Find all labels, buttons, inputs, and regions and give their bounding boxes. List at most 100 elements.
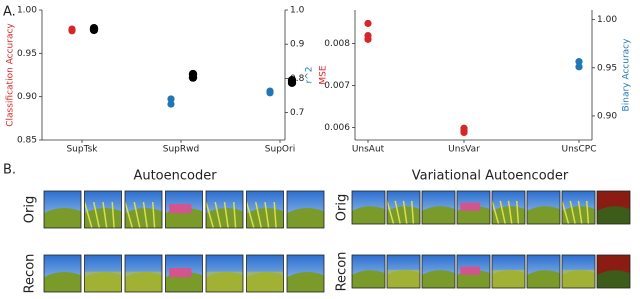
thumbnail-frame bbox=[286, 254, 325, 293]
row-label: Orig bbox=[335, 194, 350, 221]
data-point bbox=[167, 95, 175, 103]
thumbnail bbox=[456, 190, 491, 225]
thumbnail bbox=[596, 190, 631, 225]
thumbnail-texture bbox=[233, 202, 237, 229]
thumbnail-texture bbox=[83, 201, 93, 229]
y-tick-label: 1.00 bbox=[17, 6, 37, 16]
thumbnail-frame bbox=[43, 254, 82, 293]
thumbnail bbox=[491, 254, 526, 289]
thumbnail-texture bbox=[245, 201, 255, 229]
x-tick-label: SupRwd bbox=[163, 145, 199, 155]
thumbnail-frame bbox=[84, 190, 122, 229]
thumbnail-texture bbox=[569, 200, 576, 225]
y2-tick-label: 0.95 bbox=[597, 63, 617, 73]
thumbnail-ground bbox=[422, 206, 455, 224]
thumbnail-frame bbox=[561, 254, 596, 289]
y2-tick-label: 1.0 bbox=[290, 6, 305, 16]
x-tick-label: UnsVar bbox=[448, 145, 480, 155]
thumbnail-frame bbox=[491, 190, 526, 225]
thumbnail-ground bbox=[562, 206, 595, 224]
thumbnail-wall bbox=[169, 267, 192, 278]
thumbnail-ground bbox=[246, 208, 284, 228]
thumbnail bbox=[286, 190, 325, 229]
thumbnail-texture bbox=[562, 269, 595, 288]
thumbnail-texture bbox=[84, 271, 122, 292]
thumbnail-ground bbox=[206, 208, 243, 228]
x-tick-label: UnsAut bbox=[352, 145, 385, 155]
data-point bbox=[287, 78, 297, 88]
data-point bbox=[188, 73, 198, 82]
thumbnail-texture bbox=[561, 200, 570, 225]
thumbnail bbox=[386, 190, 421, 225]
row-label: Orig bbox=[23, 196, 38, 223]
thumbnail-frame bbox=[596, 190, 631, 225]
thumbnail-texture bbox=[246, 271, 284, 292]
thumbnail-ground bbox=[527, 270, 560, 288]
thumbnail bbox=[124, 190, 163, 229]
thumbnail bbox=[43, 254, 82, 293]
thumbnail-frame bbox=[421, 190, 456, 225]
y-tick-label: 0.008 bbox=[324, 39, 350, 49]
data-point bbox=[167, 100, 175, 108]
thumbnail bbox=[526, 190, 561, 225]
thumbnail-ground bbox=[44, 208, 81, 228]
row-label: Recon bbox=[335, 252, 350, 292]
thumbnail-frame bbox=[43, 190, 82, 229]
thumbnail-texture bbox=[411, 200, 415, 225]
y2-tick-label: 0.90 bbox=[597, 111, 617, 121]
thumbnail-texture bbox=[214, 201, 222, 229]
thumbnail-texture bbox=[93, 201, 101, 229]
thumbnail-ground bbox=[597, 206, 630, 224]
thumbnail bbox=[351, 190, 386, 225]
thumbnail-frame bbox=[596, 254, 631, 289]
thumbnail bbox=[205, 190, 244, 229]
thumbnail-wall bbox=[169, 203, 192, 214]
thumbnail bbox=[386, 254, 421, 289]
thumbnail-texture bbox=[386, 200, 395, 225]
thumbnail-frame bbox=[246, 190, 284, 229]
thumbnail bbox=[286, 254, 325, 293]
thumbnail-ground bbox=[352, 270, 385, 288]
data-point bbox=[364, 35, 372, 43]
data-point bbox=[575, 63, 583, 71]
thumbnail-texture bbox=[387, 269, 420, 288]
y-axis-label: Classification Accuracy bbox=[6, 23, 16, 127]
panel-label: A. bbox=[3, 5, 16, 20]
thumbnail-ground bbox=[44, 272, 81, 292]
thumbnail-texture bbox=[255, 201, 263, 229]
y-axis-label: MSE bbox=[319, 65, 329, 84]
grid-title: Autoencoder bbox=[133, 169, 217, 184]
thumbnail-texture bbox=[111, 202, 115, 229]
thumbnail-frame bbox=[205, 190, 244, 229]
thumbnail bbox=[561, 254, 596, 289]
thumbnail-frame bbox=[386, 254, 421, 289]
y2-tick-label: 1.00 bbox=[597, 15, 617, 25]
data-point bbox=[266, 89, 274, 97]
thumbnail-texture bbox=[492, 269, 525, 288]
thumbnail-frame bbox=[386, 190, 421, 225]
thumbnail-texture bbox=[394, 200, 401, 225]
thumbnail-frame bbox=[526, 254, 561, 289]
data-point bbox=[89, 25, 99, 35]
thumbnail-texture bbox=[516, 200, 520, 225]
thumbnail-wall bbox=[460, 202, 481, 211]
x-tick-label: SupOri bbox=[265, 145, 295, 155]
thumbnail-texture bbox=[499, 200, 506, 225]
y2-tick-label: 0.7 bbox=[290, 108, 304, 118]
data-point bbox=[460, 128, 468, 137]
y-tick-label: 0.006 bbox=[324, 123, 350, 133]
thumbnail-texture bbox=[124, 201, 134, 229]
thumbnail-frame bbox=[351, 254, 386, 289]
thumbnail-texture bbox=[223, 201, 229, 229]
thumbnail bbox=[561, 190, 596, 225]
thumbnail bbox=[421, 254, 456, 289]
thumbnail-frame bbox=[165, 190, 203, 229]
thumbnail-ground bbox=[387, 206, 420, 224]
row-label: Recon bbox=[23, 254, 38, 294]
thumbnail bbox=[246, 254, 284, 293]
thumbnail bbox=[421, 190, 456, 225]
y-tick-label: 0.90 bbox=[17, 92, 37, 102]
thumbnail bbox=[456, 254, 491, 289]
grid-title: Variational Autoencoder bbox=[412, 169, 569, 184]
